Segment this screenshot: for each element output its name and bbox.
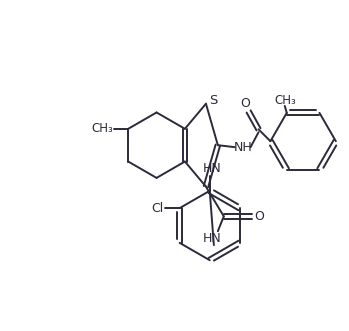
Text: S: S — [209, 94, 217, 107]
Text: CH₃: CH₃ — [91, 122, 113, 135]
Text: HN: HN — [202, 163, 221, 175]
Text: Cl: Cl — [152, 202, 164, 214]
Text: O: O — [254, 210, 265, 223]
Text: HN: HN — [202, 232, 221, 245]
Text: O: O — [241, 97, 251, 110]
Text: CH₃: CH₃ — [274, 94, 296, 108]
Text: NH: NH — [233, 141, 252, 154]
